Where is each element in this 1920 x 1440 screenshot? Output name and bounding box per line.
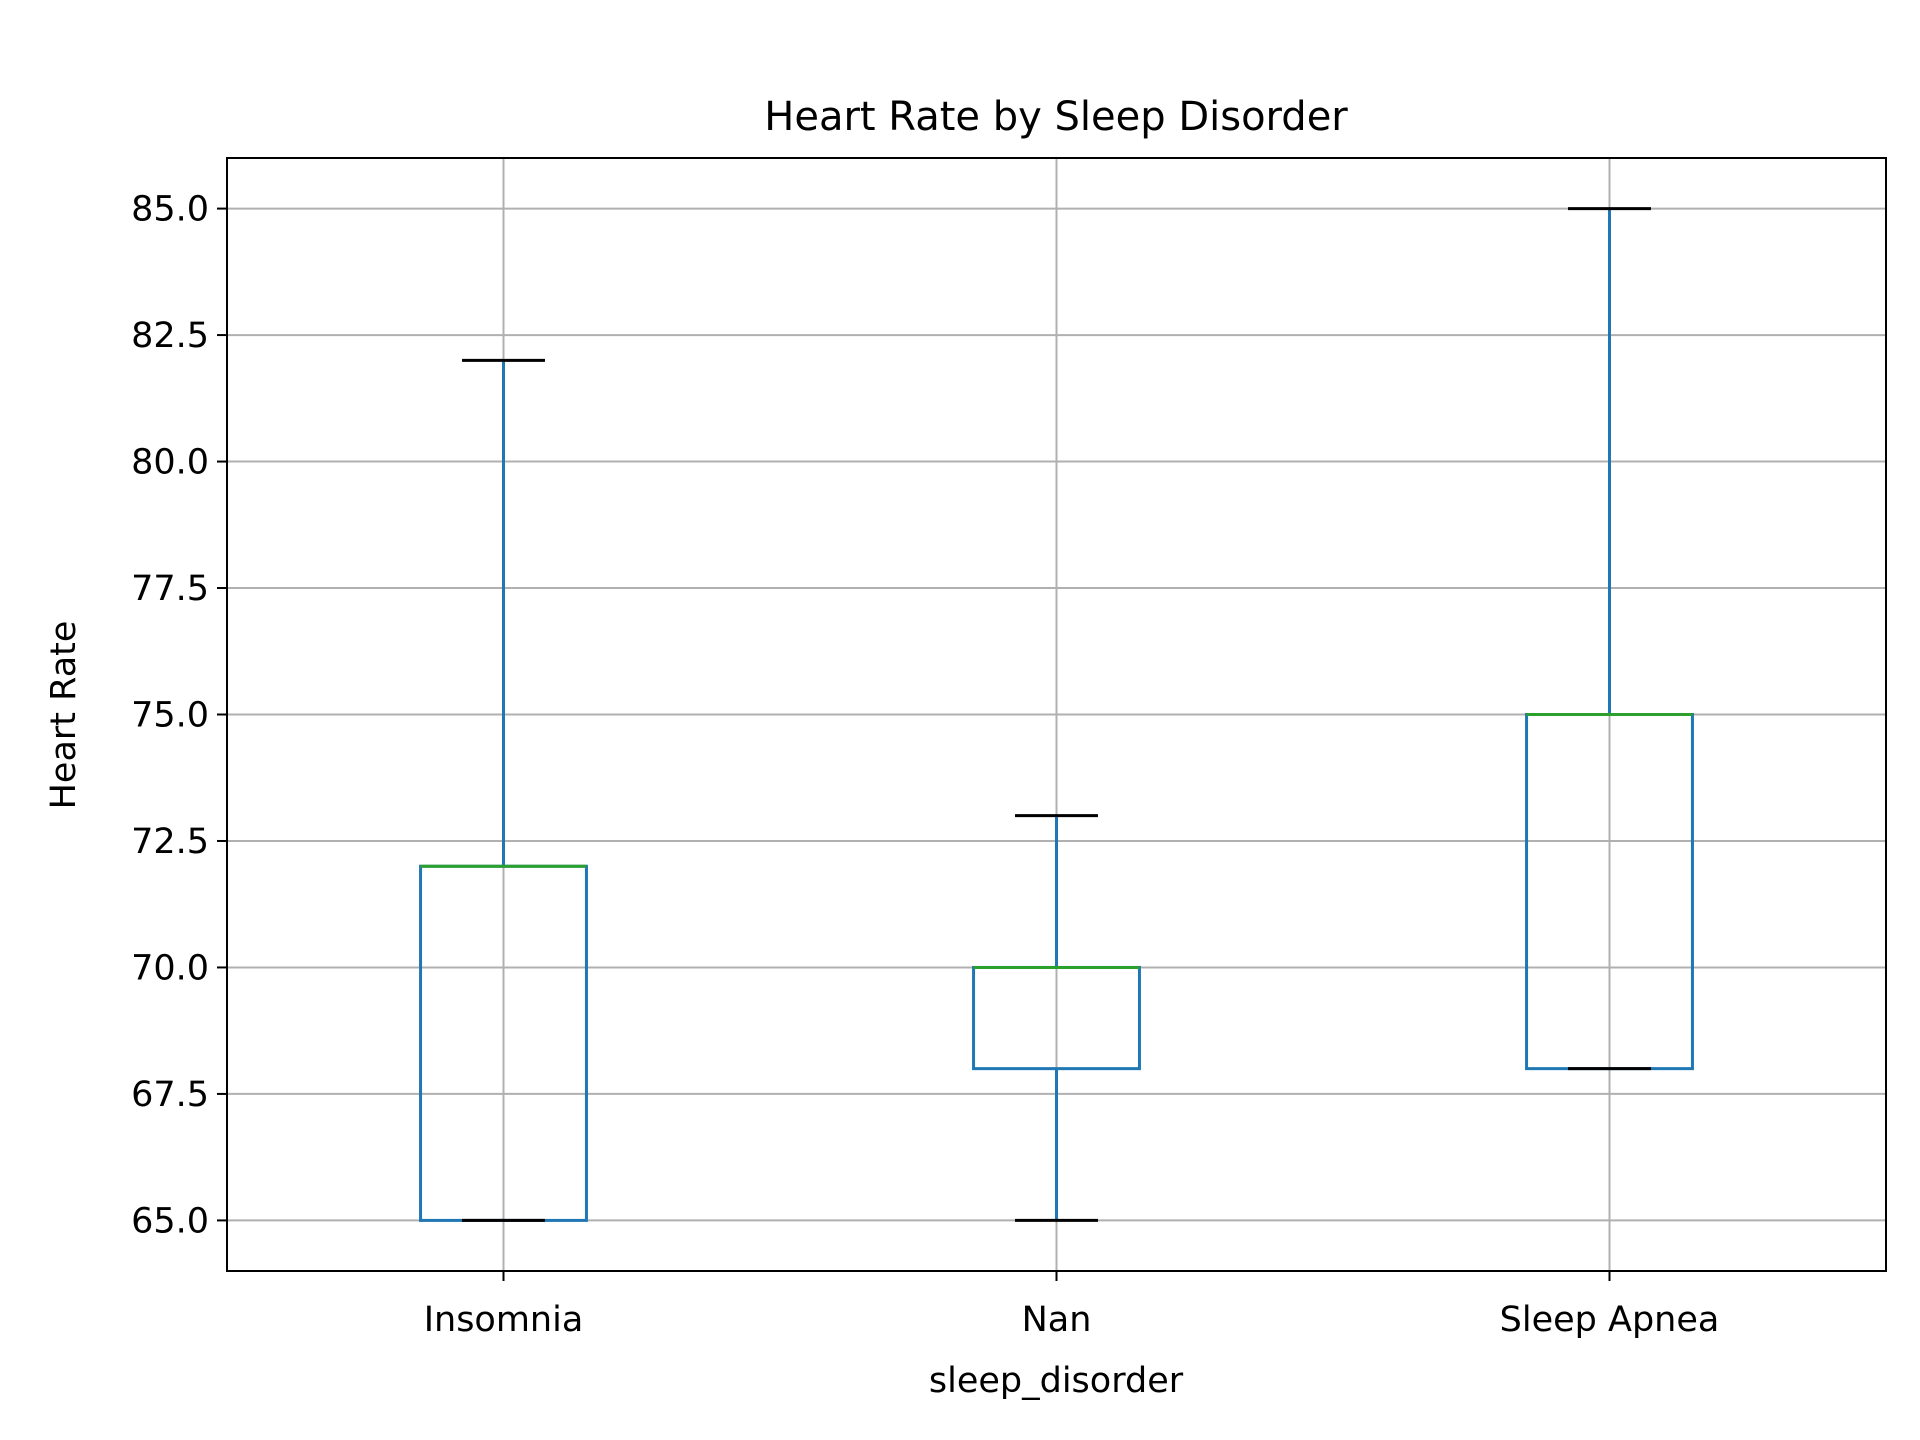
y-tick-label: 82.5 (131, 316, 209, 356)
y-tick-label: 70.0 (131, 948, 209, 988)
y-tick-label: 85.0 (131, 190, 209, 230)
x-tick-label: Sleep Apnea (1500, 1300, 1720, 1340)
x-tick-label: Nan (1022, 1300, 1092, 1340)
y-tick-label: 75.0 (131, 696, 209, 736)
tick-layer: 65.0 67.5 70.0 72.5 75.0 77.5 80.0 82.5 85.0 Inso… (131, 190, 1719, 1340)
y-tick-label: 67.5 (131, 1075, 209, 1115)
y-tick-label: 65.0 (131, 1201, 209, 1241)
box-insomnia (419, 358, 588, 1222)
x-tick-label: Insomnia (424, 1300, 584, 1340)
chart-title: Heart Rate by Sleep Disorder (764, 94, 1348, 140)
box-nan (972, 814, 1141, 1222)
y-tick-label: 80.0 (131, 443, 209, 483)
y-tick-label: 77.5 (131, 569, 209, 609)
x-axis-label: sleep_disorder (929, 1361, 1184, 1401)
box-layer (419, 207, 1694, 1222)
box-sleep-apnea (1525, 207, 1694, 1071)
y-tick-label: 72.5 (131, 822, 209, 862)
y-axis-label: Heart Rate (44, 621, 84, 810)
